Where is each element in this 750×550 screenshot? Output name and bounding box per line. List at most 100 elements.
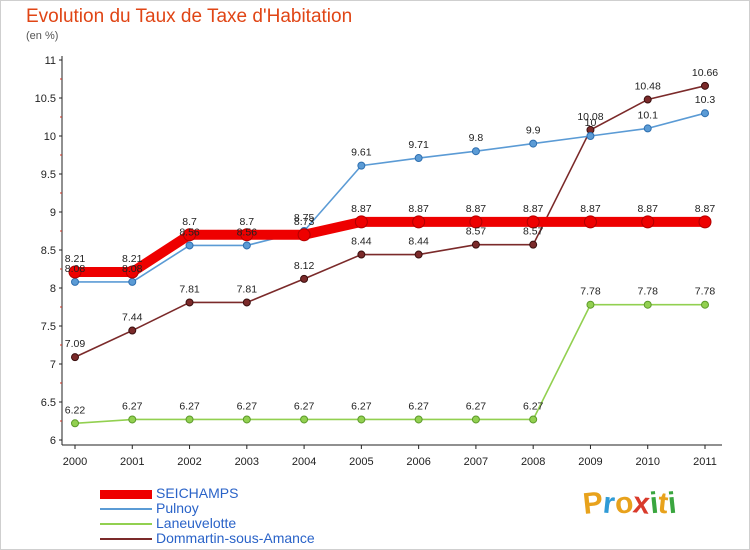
data-label: 8.87	[695, 203, 716, 215]
y-tick-label: 6.5	[41, 397, 56, 409]
data-point	[242, 241, 251, 250]
data-label: 8.57	[523, 226, 544, 238]
x-tick-label: 2005	[349, 456, 373, 468]
data-label: 7.09	[65, 338, 86, 350]
data-label: 6.27	[408, 400, 429, 412]
data-point	[185, 298, 194, 307]
y-tick-label: 6	[50, 435, 56, 447]
data-point	[701, 300, 709, 309]
series-line-laneuvelotte	[74, 303, 706, 425]
data-label: 6.27	[294, 400, 315, 412]
data-point	[529, 240, 538, 249]
data-point	[185, 241, 194, 250]
y-tick-label: 8.5	[41, 245, 56, 257]
data-point	[300, 415, 309, 424]
series-line-seichamps	[70, 216, 710, 278]
data-label: 6.27	[179, 400, 200, 412]
data-point	[185, 415, 194, 424]
data-label: 8.7	[240, 216, 255, 228]
data-point	[471, 240, 480, 249]
legend-swatch	[100, 523, 152, 525]
x-tick-label: 2000	[63, 456, 87, 468]
data-point	[128, 415, 137, 424]
data-label: 9.9	[526, 125, 541, 137]
data-point	[128, 326, 137, 335]
data-label: 8.21	[65, 253, 86, 265]
series-line-dommartin-sous-amance	[74, 85, 706, 358]
data-point	[183, 228, 197, 242]
y-tick-label: 11	[45, 55, 56, 67]
data-point	[701, 81, 709, 90]
axes: 6 6.5 7 7.5 8 8.5 9 9.5 10 10.5 11 2000 2001 2002 2003…	[35, 55, 722, 468]
data-point	[414, 415, 423, 424]
data-point	[643, 95, 652, 104]
data-point	[583, 215, 597, 229]
y-tick-label: 7	[50, 359, 56, 371]
series-lines	[70, 85, 710, 425]
data-label: 10.48	[635, 81, 661, 93]
y-tick-label: 9	[50, 207, 56, 219]
data-label: 8.44	[351, 236, 372, 248]
data-point	[71, 353, 79, 362]
data-label: 8.08	[65, 263, 86, 275]
data-label: 6.22	[65, 404, 86, 416]
data-label: 6.27	[122, 400, 143, 412]
data-point	[643, 124, 652, 133]
data-label: 10	[585, 117, 597, 129]
data-point	[125, 265, 139, 279]
data-point	[242, 415, 251, 424]
data-label: 10.66	[692, 67, 718, 79]
data-label: 7.44	[122, 312, 143, 324]
data-point	[586, 132, 595, 140]
data-labels: 8.21 8.21 8.7 8.7 8.73 8.87 8.87 8.87 8.87 8.87 8.…	[65, 67, 719, 416]
data-point	[242, 298, 251, 307]
data-point	[71, 419, 79, 428]
data-label: 8.87	[408, 203, 429, 215]
data-label: 10.3	[695, 94, 716, 106]
data-point	[529, 139, 538, 148]
data-label: 8.7	[182, 216, 197, 228]
data-label: 10.08	[577, 111, 603, 123]
y-tick-label: 10.5	[35, 93, 56, 105]
y-unit-label: (en %)	[26, 30, 59, 42]
data-label: 7.78	[638, 286, 659, 298]
data-point	[414, 154, 423, 163]
data-point	[471, 415, 480, 424]
data-label: 8.12	[294, 260, 315, 272]
data-point	[240, 228, 254, 242]
data-point	[469, 215, 483, 229]
data-point	[471, 147, 480, 156]
data-label: 6.27	[523, 400, 544, 412]
data-point	[71, 277, 79, 286]
logo-letter: i	[666, 486, 679, 521]
data-point	[698, 215, 712, 229]
x-tick-label: 2011	[693, 456, 717, 468]
data-point	[643, 300, 652, 309]
data-point	[412, 215, 426, 229]
data-point	[357, 415, 366, 424]
y-tick-label: 10	[44, 131, 56, 143]
data-label: 8.87	[580, 203, 601, 215]
x-tick-label: 2009	[578, 456, 602, 468]
data-point	[297, 228, 311, 242]
data-point	[354, 215, 368, 229]
data-point	[586, 300, 595, 309]
data-label: 7.81	[237, 283, 258, 295]
legend-label: Pulnoy	[156, 500, 199, 516]
data-label: 8.57	[466, 226, 487, 238]
legend-label: Laneuvelotte	[156, 515, 237, 531]
x-tick-label: 2001	[120, 456, 144, 468]
legend-swatch	[100, 508, 152, 510]
data-label: 8.73	[294, 216, 315, 228]
data-point	[128, 277, 137, 286]
data-label: 6.27	[466, 400, 487, 412]
x-tick-label: 2008	[521, 456, 545, 468]
y-tick-label: 8	[50, 283, 56, 295]
x-tick-label: 2006	[406, 456, 430, 468]
data-label: 8.56	[237, 226, 258, 238]
data-point	[414, 250, 423, 259]
series-line-pulnoy	[74, 112, 706, 283]
x-tick-label: 2007	[464, 456, 488, 468]
legend-label: Dommartin-sous-Amance	[156, 530, 315, 546]
